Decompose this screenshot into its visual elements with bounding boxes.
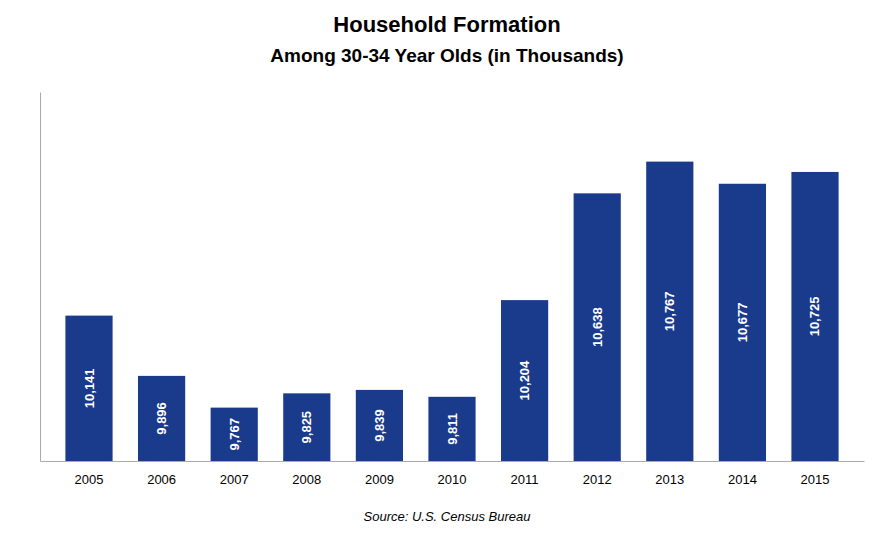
chart: Household Formation Among 30-34 Year Olds… [0, 0, 894, 533]
x-tick-label: 2009 [365, 472, 394, 487]
x-tick-label: 2008 [292, 472, 321, 487]
x-tick: 2013 [655, 472, 684, 487]
data-labels: 10,141 9,896 9,767 9,825 9,839 9,811 10,204 10,… [82, 291, 823, 450]
data-label: 10,204 [517, 360, 532, 401]
data-label: 9,896 [154, 402, 169, 435]
x-tick-label: 2014 [728, 472, 757, 487]
x-tick: 2012 [583, 472, 612, 487]
x-tick: 2015 [801, 472, 830, 487]
bar [428, 397, 475, 461]
y-axis-line [40, 93, 41, 462]
x-tick-label: 2011 [511, 472, 539, 487]
bar [65, 316, 112, 461]
x-tick-label: 2005 [75, 472, 104, 487]
x-tick-label: 2006 [147, 472, 176, 487]
x-axis: 2005 2006 2007 2008 2009 2010 2011 2012 2013 2014… [41, 462, 865, 488]
data-label: 10,767 [662, 291, 677, 331]
title: Household Formation [333, 12, 560, 37]
bar [574, 193, 621, 461]
data-label: 9,825 [299, 411, 314, 444]
bar [646, 162, 693, 461]
subtitle: Among 30-34 Year Olds (in Thousands) [270, 45, 623, 66]
bar [791, 172, 838, 461]
x-axis-line [41, 461, 865, 462]
bar [719, 184, 766, 461]
x-tick-label: 2007 [220, 472, 249, 487]
data-label: 10,725 [807, 297, 822, 337]
x-tick: 2014 [728, 472, 757, 487]
y-axis [40, 93, 41, 462]
data-label: 10,141 [82, 368, 97, 408]
bar [501, 300, 548, 461]
x-tick-label: 2010 [438, 472, 467, 487]
x-tick: 2007 [220, 472, 249, 487]
bar [356, 390, 403, 461]
x-tick: 2008 [292, 472, 321, 487]
x-tick: 2009 [365, 472, 394, 487]
source: Source: U.S. Census Bureau [364, 509, 531, 524]
bar [211, 408, 258, 461]
data-label: 9,839 [372, 409, 387, 442]
data-label: 9,811 [445, 413, 460, 445]
bar [138, 376, 185, 461]
x-tick-label: 2015 [801, 472, 830, 487]
x-tick: 2011 [511, 472, 539, 487]
data-label: 9,767 [227, 418, 242, 451]
bars [65, 162, 838, 461]
x-tick-label: 2013 [655, 472, 684, 487]
data-label: 10,677 [735, 302, 750, 342]
x-tick: 2010 [438, 472, 467, 487]
x-tick: 2005 [75, 472, 104, 487]
data-label: 10,638 [590, 307, 605, 347]
x-tick: 2006 [147, 472, 176, 487]
bar [283, 393, 330, 461]
x-tick-label: 2012 [583, 472, 612, 487]
